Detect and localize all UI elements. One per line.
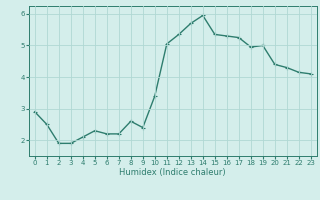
X-axis label: Humidex (Indice chaleur): Humidex (Indice chaleur) bbox=[119, 168, 226, 177]
